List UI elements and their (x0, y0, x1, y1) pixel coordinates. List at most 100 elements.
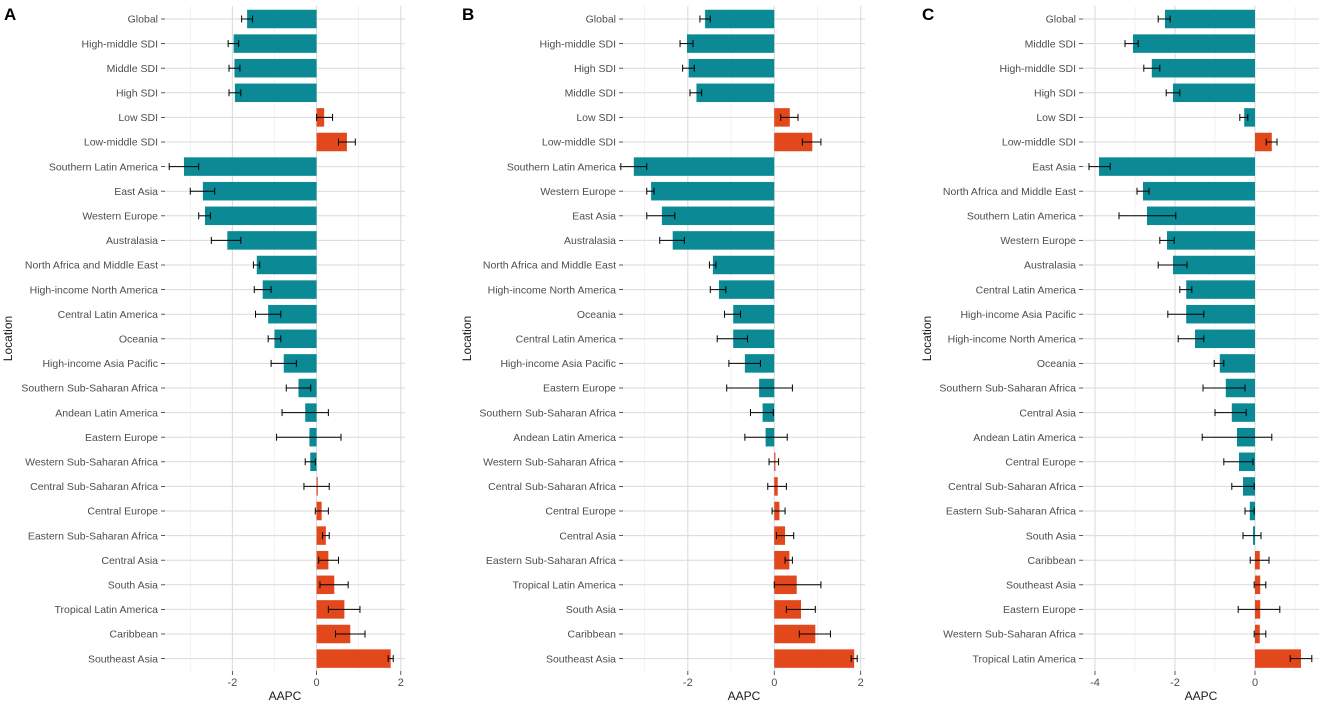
category-label: High-income North America (948, 334, 1077, 346)
bar (672, 231, 775, 250)
x-axis-title: AAPC (728, 689, 761, 703)
error-bar (321, 532, 330, 540)
error-bar (1179, 286, 1193, 294)
error-bar (189, 187, 216, 195)
x-tick-label: 2 (858, 677, 864, 689)
bar (705, 9, 775, 29)
category-label: Caribbean (110, 629, 159, 641)
error-bar (255, 310, 282, 318)
bar (316, 132, 347, 152)
error-bar (168, 163, 200, 171)
category-label: High-middle SDI (82, 38, 158, 50)
category-label: Central Latin America (976, 284, 1077, 296)
error-bar (1253, 581, 1267, 589)
error-bar (1223, 458, 1254, 466)
error-bar (1237, 605, 1281, 613)
category-label: Southern Sub-Saharan Africa (479, 407, 616, 419)
category-label: Oceania (577, 309, 616, 321)
category-label: High-middle SDI (1000, 63, 1076, 75)
x-axis-title: AAPC (1185, 689, 1218, 703)
error-bar (314, 507, 329, 515)
error-bar (659, 236, 685, 244)
error-bar (387, 655, 394, 663)
error-bar (744, 433, 788, 441)
error-bar (1124, 40, 1139, 48)
category-label: Eastern Sub-Saharan Africa (946, 506, 1076, 518)
error-bar (775, 532, 795, 540)
category-label: High SDI (1034, 88, 1076, 100)
bar (686, 34, 775, 53)
error-bar (253, 286, 272, 294)
bar (256, 255, 317, 275)
bar (268, 304, 317, 324)
bar (274, 329, 317, 349)
category-label: Central Sub-Saharan Africa (30, 481, 158, 493)
category-label: Low-middle SDI (542, 137, 616, 149)
category-label: Low SDI (118, 112, 158, 124)
x-axis-title: AAPC (269, 689, 302, 703)
error-bar (1242, 532, 1262, 540)
error-bar (270, 359, 297, 367)
error-bar (281, 409, 329, 417)
category-label: Southern Latin America (507, 161, 616, 173)
bar (733, 304, 775, 324)
category-label: Central Asia (559, 530, 616, 542)
bar (234, 83, 317, 103)
category-label: Middle SDI (565, 88, 616, 100)
error-bar (241, 15, 254, 23)
error-bar (1157, 15, 1171, 23)
x-tick-label: -2 (683, 677, 693, 689)
error-bar (227, 40, 240, 48)
category-label: North Africa and Middle East (943, 186, 1076, 198)
category-label: Oceania (1037, 358, 1076, 370)
bar (1173, 255, 1255, 275)
category-label: North Africa and Middle East (25, 260, 158, 272)
error-bar (767, 482, 787, 490)
error-bar (785, 605, 816, 613)
bar (1255, 649, 1301, 668)
category-label: Southern Latin America (49, 161, 158, 173)
x-tick-label: 0 (771, 677, 777, 689)
category-label: Andean Latin America (973, 432, 1076, 444)
error-bar (1213, 359, 1225, 367)
category-label: Western Europe (82, 211, 158, 223)
x-tick-label: 0 (314, 677, 320, 689)
category-label: Central Europe (545, 506, 616, 518)
category-label: Oceania (119, 334, 158, 346)
category-label: Western Europe (540, 186, 616, 198)
bar (688, 58, 775, 78)
x-tick-label: -4 (1090, 677, 1100, 689)
x-tick-label: 0 (1252, 677, 1258, 689)
bar (651, 181, 775, 201)
category-label: East Asia (572, 211, 616, 223)
bar (661, 206, 775, 226)
category-label: High SDI (574, 63, 616, 75)
error-bar (646, 187, 655, 195)
error-bar (1088, 163, 1111, 171)
category-label: Eastern Europe (543, 383, 616, 395)
category-label: Low-middle SDI (84, 137, 158, 149)
category-label: High SDI (116, 88, 158, 100)
x-tick-label: -2 (227, 677, 237, 689)
error-bar (1253, 630, 1267, 638)
category-label: Central Europe (87, 506, 158, 518)
error-bar (267, 335, 282, 343)
category-label: South Asia (108, 580, 158, 592)
bar (1151, 58, 1255, 78)
category-label: Central Latin America (516, 334, 617, 346)
error-bar (1167, 310, 1205, 318)
category-label: Central Sub-Saharan Africa (488, 481, 616, 493)
error-bar (679, 40, 694, 48)
bar (696, 83, 775, 103)
category-label: Low SDI (576, 112, 616, 124)
category-label: Tropical Latin America (513, 580, 617, 592)
category-label: Low SDI (1036, 112, 1076, 124)
error-bar (1239, 113, 1249, 121)
category-label: Southern Latin America (967, 211, 1076, 223)
panel-a: Global High-middle SDI Middle SDI High SDI L… (1, 5, 405, 703)
bar (733, 329, 775, 349)
error-bar (228, 89, 242, 97)
category-label: Central Asia (1019, 407, 1076, 419)
category-label: Western Europe (1000, 235, 1076, 247)
